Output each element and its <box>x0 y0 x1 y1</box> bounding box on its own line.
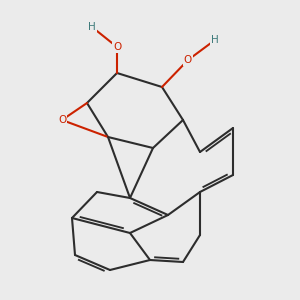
Text: O: O <box>58 115 66 125</box>
Text: O: O <box>113 42 121 52</box>
Text: H: H <box>88 22 96 32</box>
Text: H: H <box>211 35 219 45</box>
Text: O: O <box>184 55 192 65</box>
